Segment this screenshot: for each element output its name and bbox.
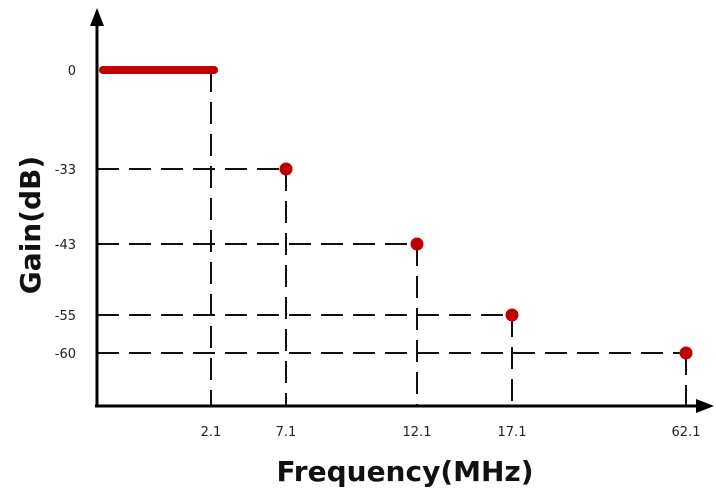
x-tick-label: 12.1 [403,425,432,440]
data-point [279,162,293,176]
y-tick-label: 0 [68,64,76,79]
y-tick-label: -33 [55,163,76,178]
data-point [410,237,424,251]
x-axis-arrow [696,399,714,413]
y-axis-title: Gain(dB) [14,156,47,294]
y-axis-arrow [90,8,104,26]
guide-lines [97,70,687,406]
x-axis-title: Frequency(MHz) [276,455,533,488]
x-tick-label: 62.1 [672,425,701,440]
x-tick-label: 17.1 [498,425,527,440]
y-tick-label: -60 [55,347,76,362]
x-tick-labels: 2.1 7.1 12.1 17.1 62.1 [201,425,701,440]
data-point [679,346,693,360]
y-tick-label: -43 [55,238,76,253]
x-tick-label: 7.1 [276,425,297,440]
data-marks [99,66,693,360]
y-tick-label: -55 [55,309,76,324]
y-tick-labels: 0 -33 -43 -55 -60 [55,64,76,362]
data-point [505,308,519,322]
x-tick-label: 2.1 [201,425,222,440]
